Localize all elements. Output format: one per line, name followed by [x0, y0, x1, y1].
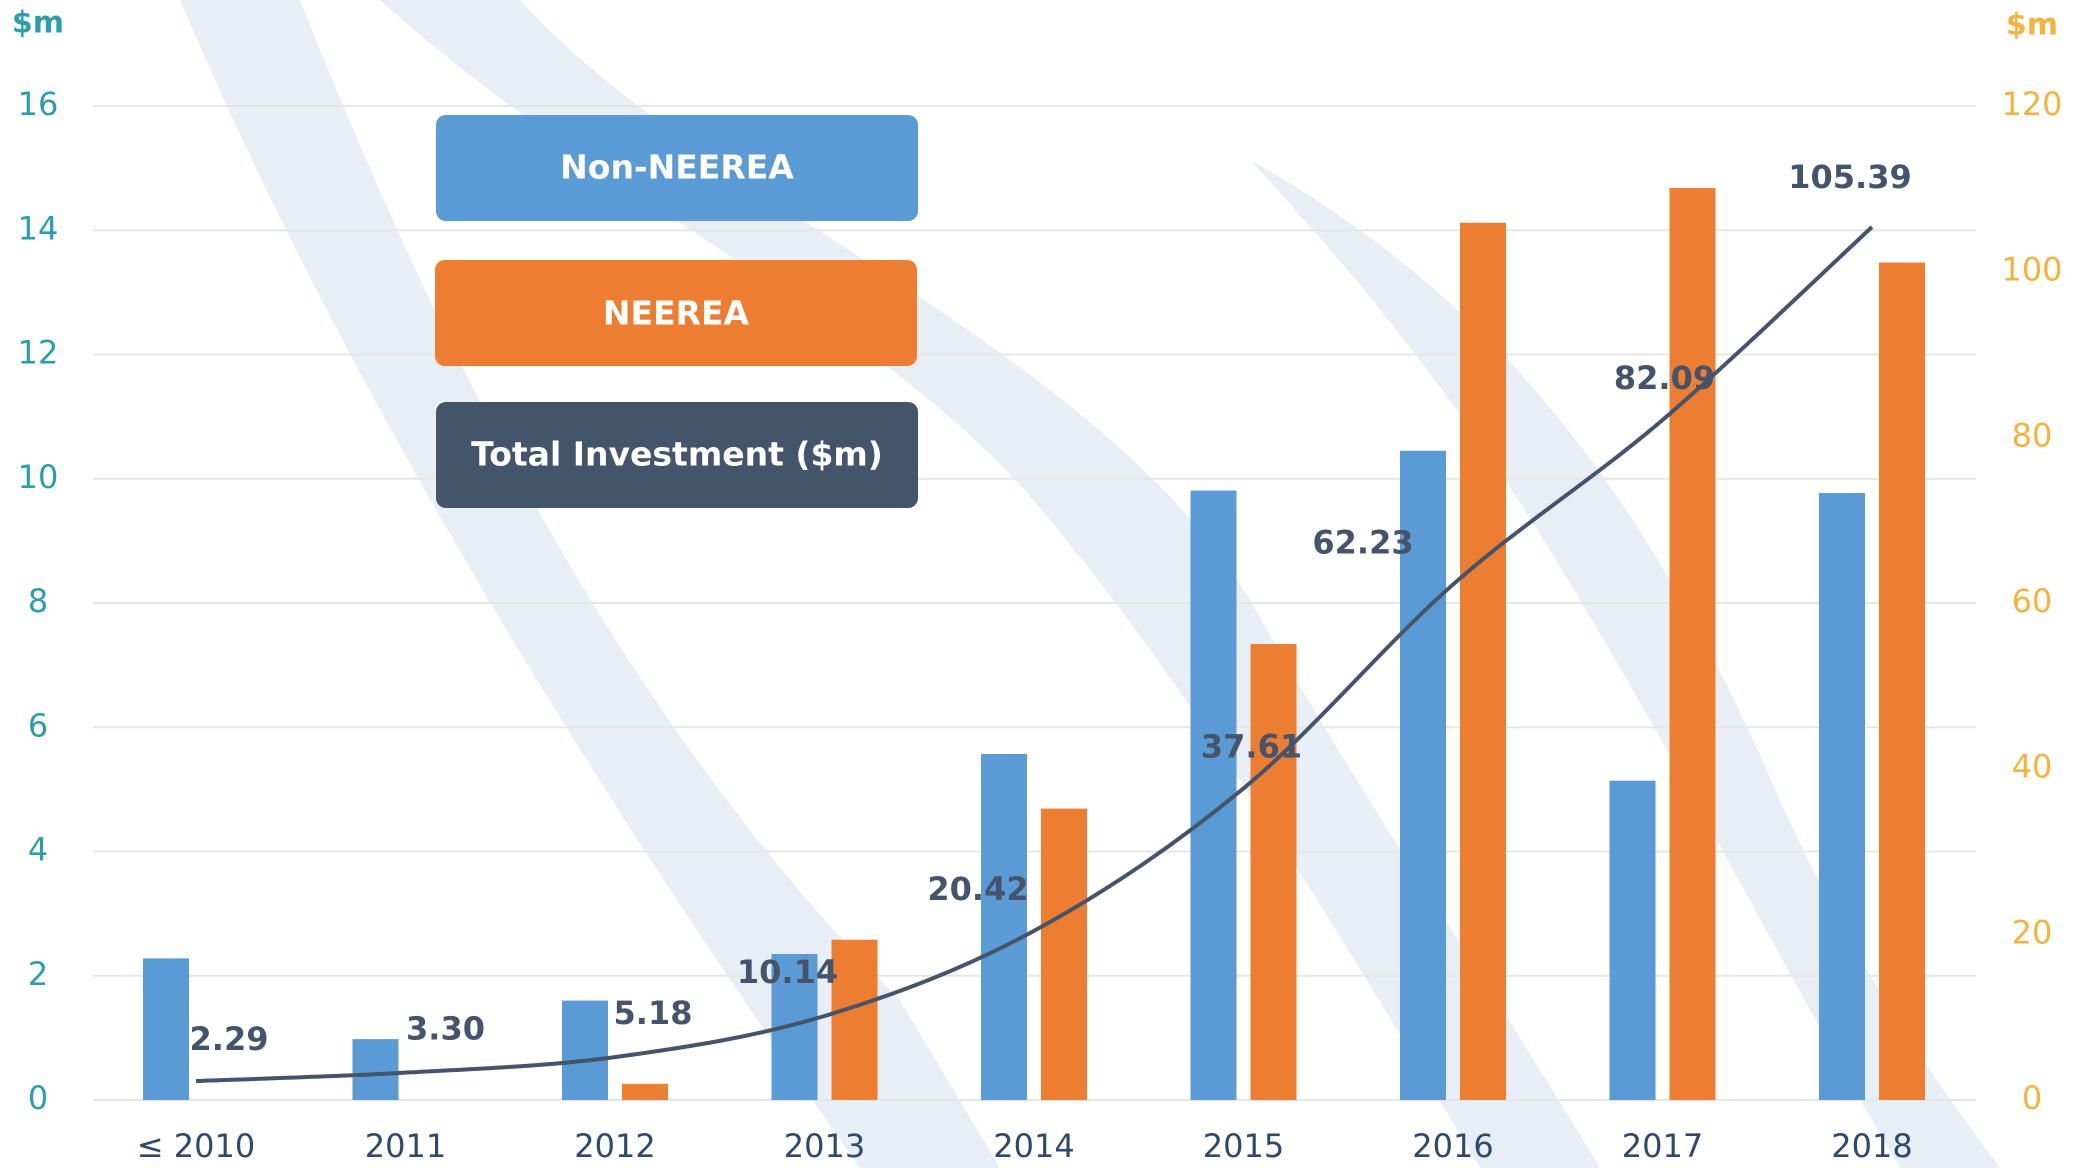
x-tick-label: 2017 — [1622, 1127, 1703, 1165]
y-tick-label: 10 — [18, 458, 59, 496]
bar — [562, 1000, 608, 1100]
x-tick-label: 2013 — [784, 1127, 865, 1165]
x-tick-label: 2014 — [993, 1127, 1074, 1165]
y2-axis-title: $m — [2006, 8, 2058, 43]
y2-tick-label: 0 — [2022, 1079, 2042, 1117]
data-label: 20.42 — [927, 870, 1028, 908]
legend-label: NEEREA — [603, 294, 750, 333]
data-label: 82.09 — [1614, 359, 1715, 397]
bar — [1609, 780, 1656, 1100]
x-tick-label: 2015 — [1203, 1127, 1284, 1165]
y-tick-label: 8 — [28, 582, 48, 620]
y2-tick-label: 100 — [2001, 251, 2062, 289]
legend-box — [435, 260, 917, 366]
y-axis-title: $m — [12, 6, 64, 41]
x-tick-label: 2012 — [574, 1127, 655, 1165]
x-tick-label: 2018 — [1831, 1127, 1912, 1165]
data-label: 37.61 — [1201, 727, 1302, 765]
y-tick-label: 2 — [28, 955, 48, 993]
y-tick-label: 16 — [18, 85, 59, 123]
x-tick-label: 2011 — [365, 1127, 446, 1165]
bar — [1460, 222, 1506, 1101]
bar — [1879, 262, 1925, 1100]
bar — [831, 939, 878, 1100]
y-tick-label: 4 — [28, 831, 48, 869]
data-label: 62.23 — [1312, 524, 1413, 562]
data-label: 105.39 — [1788, 158, 1911, 196]
x-tick-label: 2016 — [1412, 1127, 1493, 1165]
bar — [1250, 644, 1297, 1100]
bar — [1400, 450, 1446, 1100]
bar — [1819, 493, 1865, 1100]
y2-tick-label: 80 — [2012, 416, 2053, 454]
bar — [622, 1083, 668, 1100]
y-tick-label: 14 — [18, 209, 59, 247]
y2-tick-label: 120 — [2001, 85, 2062, 123]
y-tick-label: 6 — [28, 706, 48, 744]
y2-tick-label: 60 — [2012, 582, 2053, 620]
y-tick-label: 12 — [18, 334, 59, 372]
data-label: 10.14 — [737, 953, 838, 991]
x-tick-label: ≤ 2010 — [137, 1127, 255, 1165]
bar — [1669, 188, 1716, 1100]
legend: Non-NEEREA NEEREA Total Investment ($m) — [435, 115, 918, 508]
data-label: 5.18 — [614, 994, 693, 1032]
legend-box — [436, 115, 918, 221]
bar — [1041, 808, 1087, 1100]
bar — [352, 1039, 399, 1100]
legend-label: Non-NEEREA — [560, 148, 794, 187]
legend-box — [436, 402, 918, 508]
y2-tick-label: 20 — [2012, 913, 2053, 951]
legend-label: Total Investment ($m) — [471, 435, 883, 474]
bar — [981, 753, 1027, 1100]
line — [195, 225, 1874, 1084]
data-label: 2.29 — [190, 1020, 269, 1058]
bar — [143, 958, 189, 1100]
bar — [1190, 490, 1237, 1101]
data-label: 3.30 — [406, 1010, 485, 1048]
y-tick-label: 0 — [28, 1079, 48, 1117]
y2-tick-label: 40 — [2012, 748, 2053, 786]
